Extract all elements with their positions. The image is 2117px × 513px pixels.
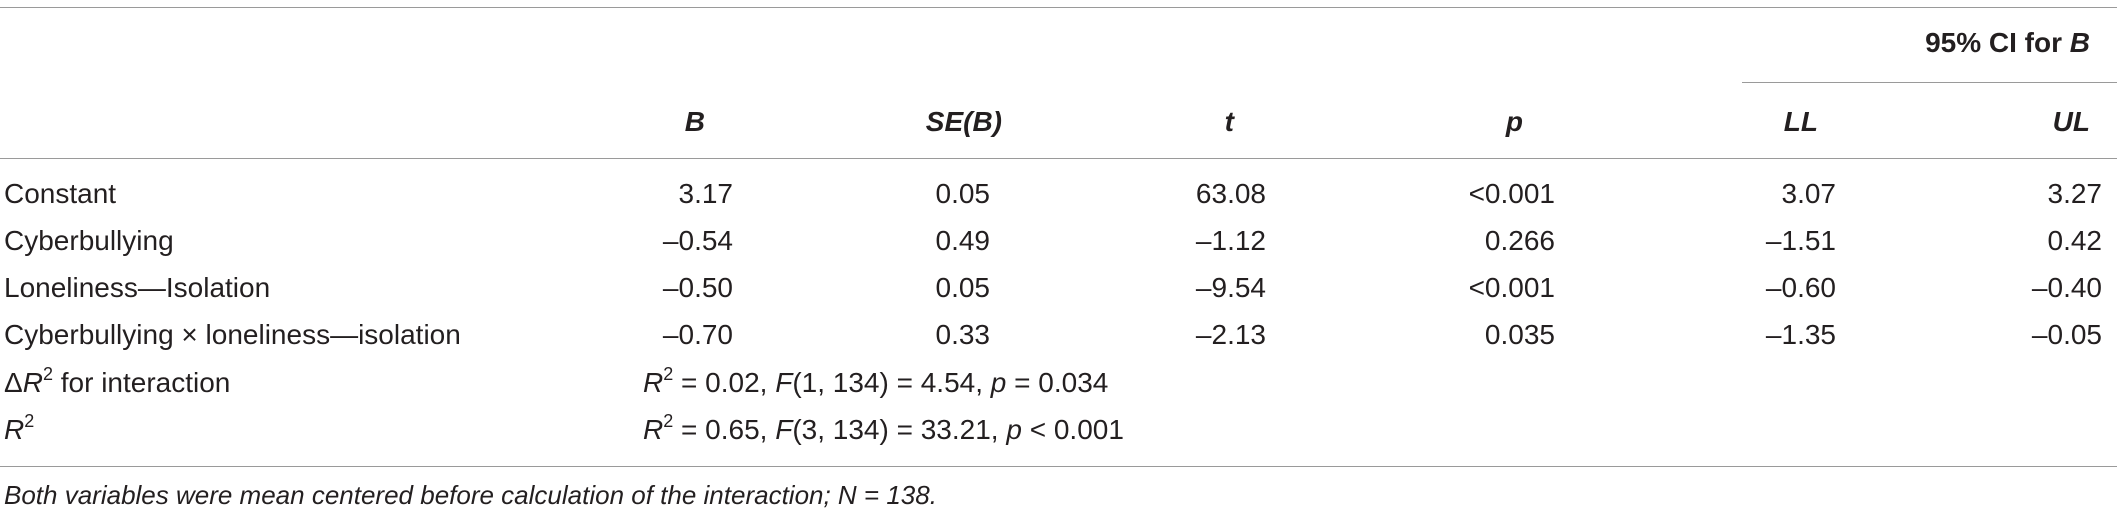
text: R [643,367,664,398]
text: Δ [4,367,23,398]
text: 2 [663,364,674,384]
cell: 63.08 [1195,178,1266,209]
rule [1742,82,2117,83]
text: = 0.65, [673,414,776,445]
cell: –0.70 [662,319,733,350]
cell: –0.05 [2031,319,2102,350]
text: F [775,367,793,398]
text: R [22,367,43,398]
cell: –1.51 [1765,225,1836,256]
text: (3, 134) = 33.21, [792,414,1007,445]
row-label: R2 [4,411,35,446]
text: 2 [24,411,35,431]
text: p [1006,414,1022,445]
rule [0,466,2117,467]
cell: –0.60 [1765,272,1836,303]
column-header: LL [1783,106,1818,137]
cell: 3.27 [2047,178,2103,209]
cell: 0.49 [935,225,991,256]
text: = 0.02, [673,367,776,398]
cell: 3.17 [678,178,734,209]
ci-group-header: 95% CI for B [1925,27,2090,59]
column-header: SE(B) [925,106,1002,137]
rule [0,7,2117,8]
cell: <0.001 [1468,272,1555,303]
column-header: p [1505,106,1523,137]
cell: 0.05 [935,272,991,303]
row-label: Cyberbullying × loneliness—isolation [4,319,461,350]
column-header: t [1224,106,1234,137]
text: R [4,414,25,445]
text: 2 [42,364,53,384]
text: B [2069,27,2090,58]
cell: 0.035 [1484,319,1555,350]
rule [0,158,2117,159]
column-header: B [684,106,705,137]
cell: –0.54 [662,225,733,256]
row-label: Constant [4,178,117,209]
text: p [990,367,1007,398]
cell: 0.42 [2047,225,2103,256]
summary-text: R2 = 0.65, F(3, 134) = 33.21, p < 0.001 [643,411,1124,446]
cell: <0.001 [1468,178,1555,209]
text: < 0.001 [1021,414,1124,445]
footnote: Both variables were mean centered before… [4,480,937,510]
cell: 3.07 [1781,178,1837,209]
row-label: Cyberbullying [4,225,174,256]
cell: –1.12 [1195,225,1266,256]
cell: 0.266 [1484,225,1555,256]
cell: –2.13 [1195,319,1266,350]
text: (1, 134) = 4.54, [792,367,991,398]
cell: –9.54 [1195,272,1266,303]
summary-text: R2 = 0.02, F(1, 134) = 4.54, p = 0.034 [643,364,1109,399]
row-label: Loneliness—Isolation [4,272,271,303]
cell: –0.40 [2031,272,2102,303]
text: for interaction [52,367,231,398]
cell: –0.50 [662,272,733,303]
cell: 0.33 [935,319,991,350]
cell: 0.05 [935,178,991,209]
text: R [643,414,664,445]
row-label: ΔR2 for interaction [4,364,231,399]
text: F [775,414,793,445]
text: = 0.034 [1006,367,1109,398]
text: 95% CI for [1925,27,2070,58]
cell: –1.35 [1765,319,1836,350]
text: 2 [663,411,674,431]
column-header: UL [2052,106,2090,137]
